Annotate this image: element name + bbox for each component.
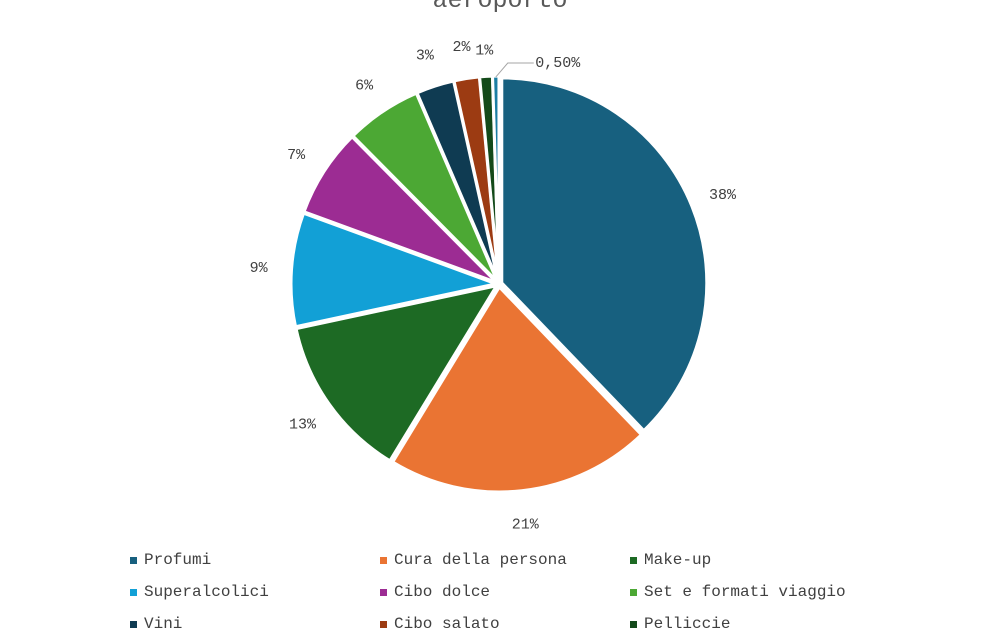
legend-item-2: Make-up xyxy=(630,549,890,571)
data-label-4: 7% xyxy=(287,147,306,164)
legend-label: Pelliccie xyxy=(644,615,731,633)
leader-line xyxy=(495,62,534,78)
data-label-0: 38% xyxy=(709,187,737,204)
legend-swatch xyxy=(130,556,137,564)
pie-slice-1 xyxy=(390,284,644,494)
pie-slice-3 xyxy=(289,211,502,329)
legend-swatch xyxy=(380,620,387,628)
pie-chart: 38% 21% 13% 9% 7% 6% 3% 2% 1% 0,50% xyxy=(250,39,737,534)
legend-swatch xyxy=(630,620,637,628)
data-label-5: 6% xyxy=(355,77,374,94)
pie-slice-2 xyxy=(294,283,500,463)
legend: Profumi Cura della persona Make-up Superalc… xyxy=(130,549,990,635)
legend-item-7: Cibo salato xyxy=(380,613,630,635)
data-label-8: 1% xyxy=(475,42,494,59)
legend-item-5: Set e formati viaggio xyxy=(630,581,890,603)
legend-item-4: Cibo dolce xyxy=(380,581,630,603)
legend-item-3: Superalcolici xyxy=(130,581,380,603)
legend-item-1: Cura della persona xyxy=(380,549,630,571)
legend-label: Make-up xyxy=(644,551,712,569)
legend-label: Vini xyxy=(144,615,183,633)
legend-label: Superalcolici xyxy=(144,583,269,601)
pie-slice-9 xyxy=(490,74,501,282)
legend-swatch xyxy=(130,588,137,596)
legend-label: Cura della persona xyxy=(394,551,567,569)
data-label-6: 3% xyxy=(416,48,435,65)
legend-label: Profumi xyxy=(144,551,212,569)
legend-label: Cibo salato xyxy=(394,615,500,633)
legend-item-8: Pelliccie xyxy=(630,613,890,635)
data-label-3: 9% xyxy=(250,260,269,277)
chart-title: aeroporto xyxy=(432,0,568,15)
legend-swatch xyxy=(130,620,137,628)
legend-swatch xyxy=(380,588,387,596)
data-label-7: 2% xyxy=(452,39,471,56)
data-label-2: 13% xyxy=(289,417,317,434)
data-label-1: 21% xyxy=(512,517,540,534)
pie-slice-0 xyxy=(500,76,709,433)
legend-swatch xyxy=(380,556,387,564)
legend-item-6: Vini xyxy=(130,613,380,635)
legend-swatch xyxy=(630,556,637,564)
legend-swatch xyxy=(630,588,637,596)
legend-label: Cibo dolce xyxy=(394,583,491,601)
data-label-9: 0,50% xyxy=(535,55,581,72)
legend-item-0: Profumi xyxy=(130,549,380,571)
legend-label: Set e formati viaggio xyxy=(644,583,846,601)
